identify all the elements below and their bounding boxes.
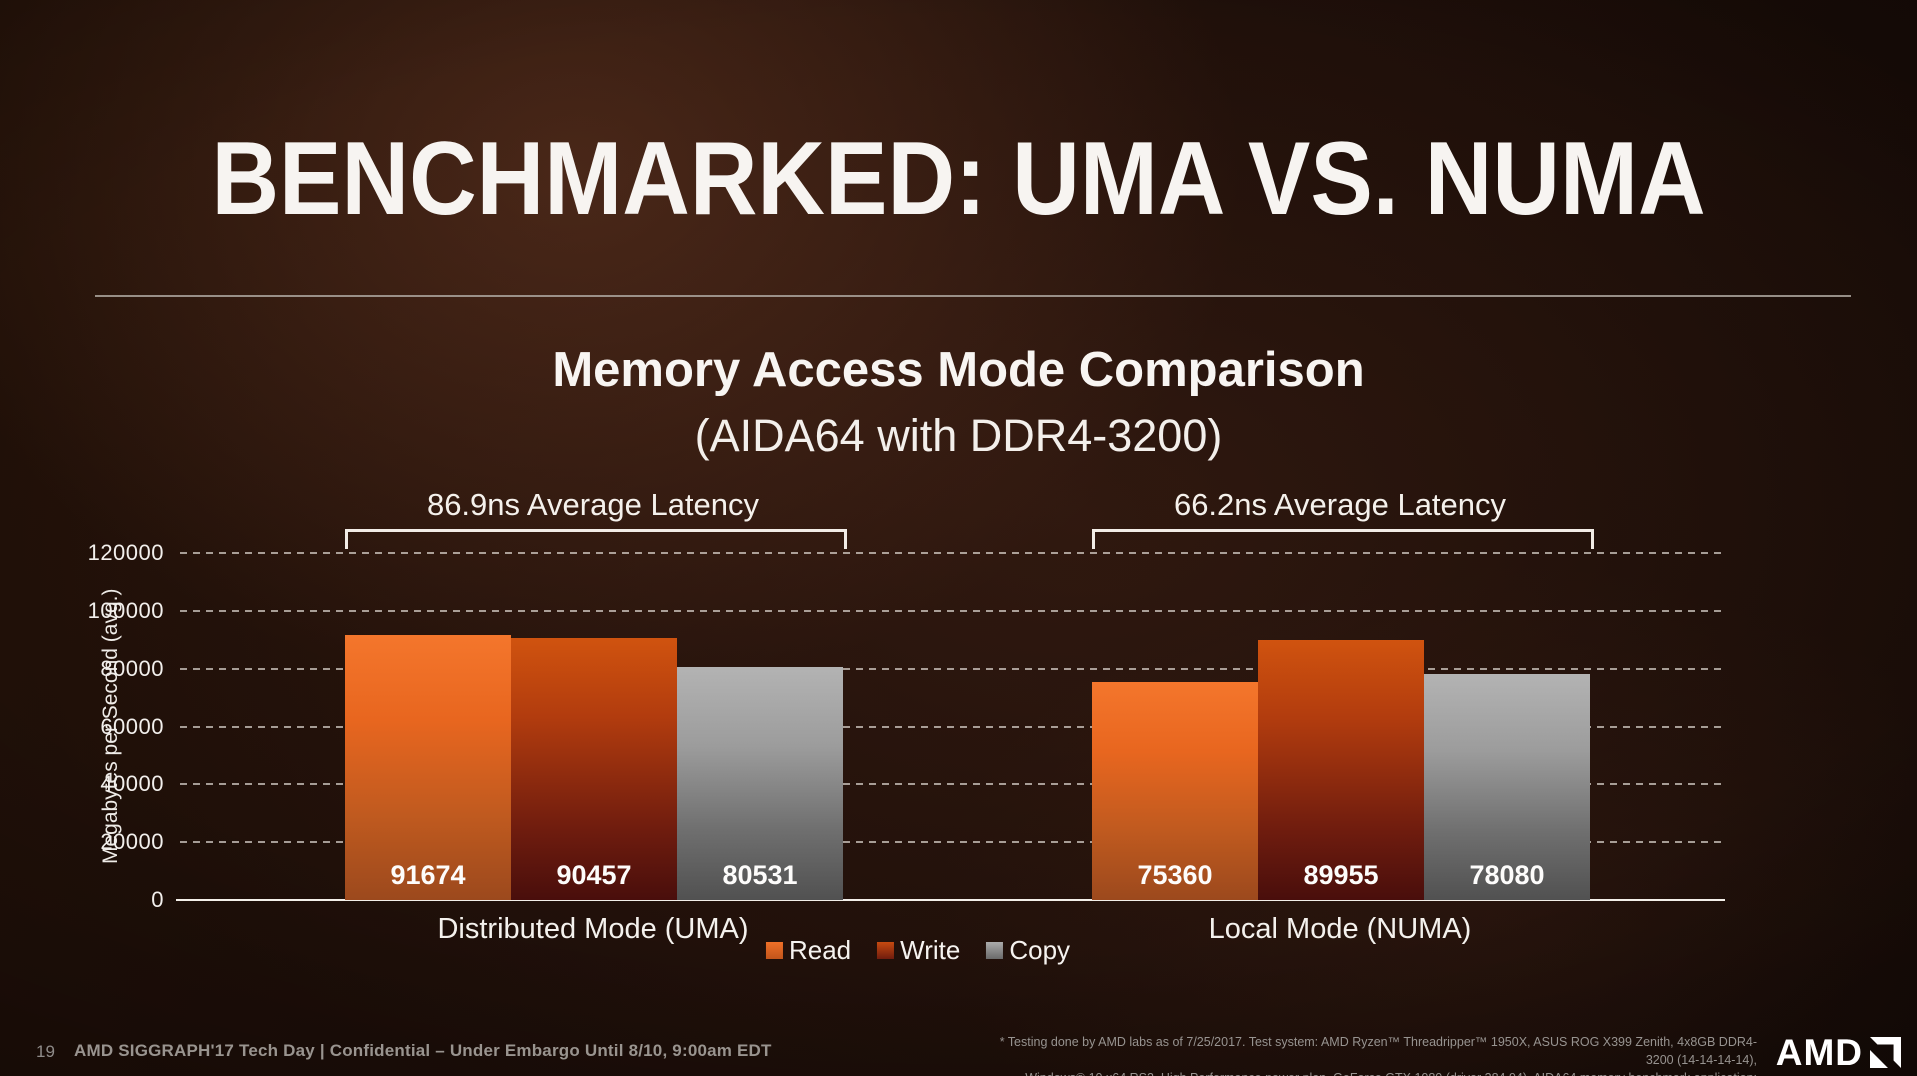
y-tick-label-40000: 40000: [100, 771, 164, 797]
latency-annotation-uma: 86.9ns Average Latency: [426, 487, 760, 522]
bar-numa-write: 89955: [1258, 640, 1424, 900]
plot-area: 0 20000 40000 60000 80000 100000 120000 86.9ns…: [88, 487, 1725, 965]
y-tick-label-60000: 60000: [100, 713, 164, 739]
fine-print-line-1: * Testing done by AMD labs as of 7/25/20…: [999, 1035, 1757, 1068]
gridline-20000: [180, 841, 1725, 844]
bar-numa-copy: 78080: [1424, 674, 1590, 900]
x-axis-baseline: [176, 899, 1725, 901]
y-tick-label-0: 0: [151, 887, 164, 912]
chart-subtitle: (AIDA64 with DDR4-3200): [694, 410, 1223, 461]
gridline-120000: [180, 552, 1725, 554]
y-tick-label-80000: 80000: [100, 655, 164, 681]
latency-bracket-uma: [345, 529, 847, 549]
y-tick-label-20000: 20000: [100, 829, 164, 855]
slide-title: BENCHMARKED: UMA VS. NUMA: [211, 121, 1706, 237]
bar-value-uma-copy: 80531: [722, 860, 798, 890]
gridline-80000: [180, 667, 1725, 670]
category-label-numa: Local Mode (NUMA): [1208, 913, 1472, 945]
chart-legend: Read Write Copy: [765, 935, 1070, 966]
bar-uma-write: 90457: [511, 638, 677, 900]
footer-confidential-text: AMD SIGGRAPH'17 Tech Day | Confidential …: [74, 1041, 772, 1060]
y-tick-label-100000: 100000: [87, 597, 164, 623]
gridline-100000: [180, 609, 1725, 612]
y-tick-label-120000: 120000: [87, 540, 164, 565]
latency-bracket-numa: [1092, 529, 1594, 549]
latency-annotation-numa: 66.2ns Average Latency: [1173, 487, 1507, 522]
legend-label-write: Write: [900, 935, 961, 965]
page-number: 19: [36, 1042, 55, 1061]
legend-label-read: Read: [788, 935, 852, 965]
chart-title: Memory Access Mode Comparison: [552, 343, 1365, 397]
legend-swatch-write-icon: [877, 942, 895, 959]
amd-arrow-icon: [1870, 1037, 1901, 1068]
bar-value-numa-copy: 78080: [1469, 860, 1545, 890]
bar-value-uma-read: 91674: [390, 860, 466, 890]
bar-value-numa-write: 89955: [1303, 860, 1379, 890]
legend-item-copy: Copy: [986, 935, 1070, 966]
legend-swatch-read-icon: [765, 942, 783, 959]
bar-uma-read: 91674: [345, 635, 511, 900]
fine-print: * Testing done by AMD labs as of 7/25/20…: [997, 1033, 1757, 1076]
gridline-40000: [180, 783, 1725, 786]
category-label-uma: Distributed Mode (UMA): [437, 913, 749, 945]
gridline-60000: [180, 725, 1725, 728]
legend-item-write: Write: [877, 935, 960, 966]
title-divider: [95, 295, 1851, 297]
bar-value-uma-write: 90457: [556, 860, 632, 890]
amd-logo: AMD: [1776, 1034, 1901, 1071]
bar-value-numa-read: 75360: [1137, 860, 1213, 890]
fine-print-line-2: Windows® 10 x64 RS2, High Performance po…: [1025, 1071, 1757, 1076]
legend-label-copy: Copy: [1009, 935, 1071, 965]
legend-item-read: Read: [765, 935, 852, 966]
bar-numa-read: 75360: [1092, 682, 1258, 900]
amd-logo-text: AMD: [1775, 1032, 1863, 1073]
legend-swatch-copy-icon: [986, 942, 1004, 959]
bar-uma-copy: 80531: [677, 667, 843, 900]
